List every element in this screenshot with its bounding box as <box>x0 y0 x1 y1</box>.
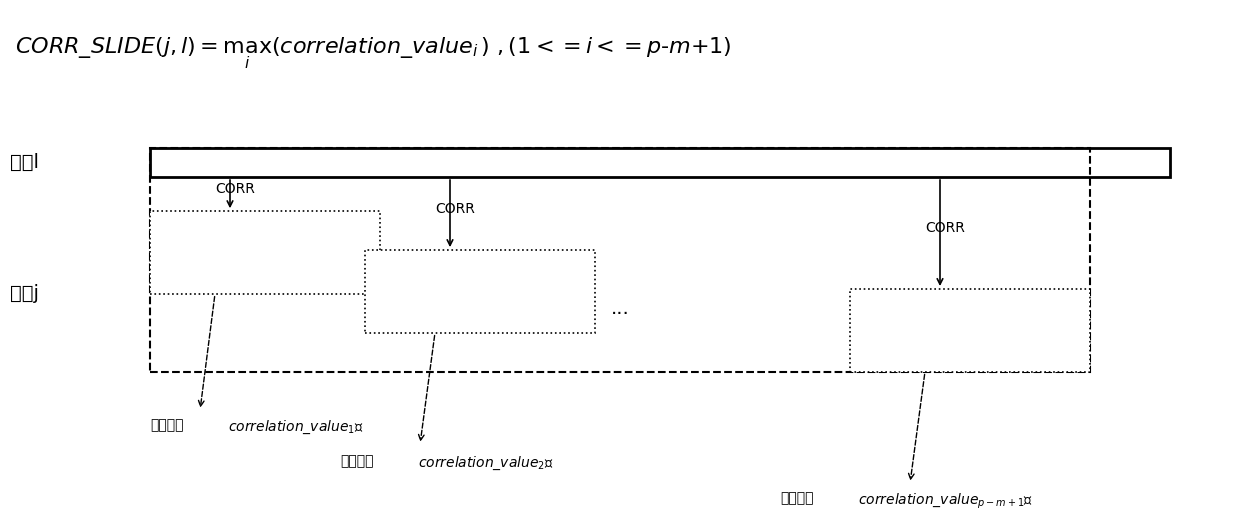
FancyBboxPatch shape <box>150 148 1171 177</box>
Text: 相关值（: 相关值（ <box>340 454 373 468</box>
Text: $correlation\_value_2$）: $correlation\_value_2$） <box>418 454 554 472</box>
FancyBboxPatch shape <box>150 211 379 294</box>
Text: $correlation\_value_1$）: $correlation\_value_1$） <box>228 418 363 436</box>
FancyBboxPatch shape <box>849 289 1090 372</box>
Text: 序列l: 序列l <box>10 153 38 172</box>
Text: 相关值（: 相关值（ <box>150 418 184 432</box>
Text: CORR: CORR <box>925 221 965 235</box>
Text: 相关值（: 相关值（ <box>780 492 813 505</box>
Text: ...: ... <box>610 299 630 318</box>
Text: $CORR\_SLIDE(j,l) = \max_i(correlation\_value_i)\ ,(1{<}{=}i{<}{=}p\text{-}m\tex: $CORR\_SLIDE(j,l) = \max_i(correlation\_… <box>15 36 732 71</box>
Text: $correlation\_value_{p-m+1}$）: $correlation\_value_{p-m+1}$） <box>858 492 1033 510</box>
Text: 序列j: 序列j <box>10 284 38 303</box>
FancyBboxPatch shape <box>365 250 595 333</box>
Text: CORR: CORR <box>435 202 475 216</box>
Text: CORR: CORR <box>215 182 255 196</box>
